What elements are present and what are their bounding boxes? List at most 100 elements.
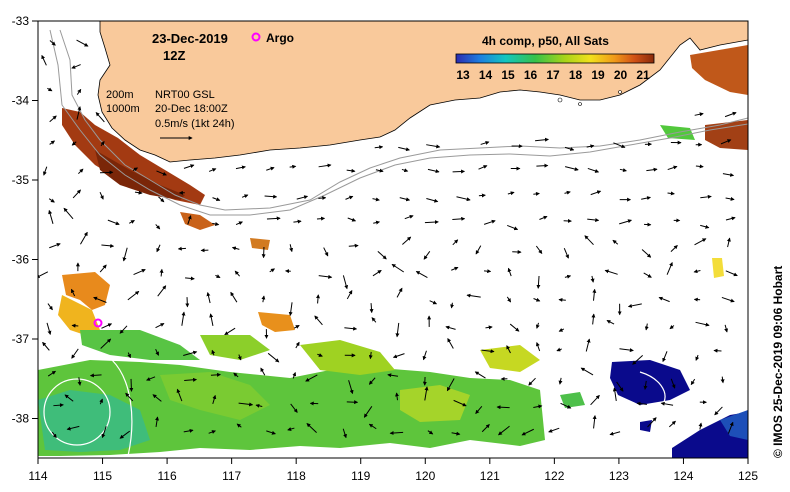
current-arrow bbox=[368, 377, 376, 385]
current-arrow bbox=[612, 387, 617, 402]
current-arrow bbox=[95, 112, 105, 123]
current-arrow bbox=[132, 167, 139, 172]
current-arrow bbox=[391, 263, 405, 273]
x-tick-label: 121 bbox=[480, 469, 500, 483]
current-arrow bbox=[51, 431, 57, 439]
colorbar-tick-label: 18 bbox=[569, 68, 583, 82]
current-arrow bbox=[215, 274, 221, 278]
current-arrow bbox=[100, 141, 105, 147]
current-arrow bbox=[451, 431, 461, 436]
current-arrow bbox=[156, 244, 161, 253]
current-arrow bbox=[658, 296, 670, 303]
current-arrow bbox=[43, 166, 48, 176]
current-arrow bbox=[71, 141, 77, 146]
current-arrow bbox=[565, 166, 579, 171]
current-arrow bbox=[235, 221, 243, 226]
depth-200-label: 200m bbox=[106, 89, 134, 101]
current-arrow bbox=[212, 222, 220, 226]
current-arrow bbox=[616, 381, 624, 392]
x-tick-label: 116 bbox=[158, 469, 177, 483]
current-arrow bbox=[157, 285, 167, 297]
current-arrow bbox=[667, 165, 678, 171]
current-arrow bbox=[209, 313, 214, 326]
current-arrow bbox=[480, 141, 490, 145]
current-arrow bbox=[646, 167, 658, 172]
current-arrow bbox=[42, 341, 50, 351]
current-arrow bbox=[176, 388, 183, 402]
current-arrow bbox=[666, 261, 673, 275]
current-arrow bbox=[700, 194, 712, 199]
colorbar-tick-label: 16 bbox=[524, 68, 538, 82]
current-arrow bbox=[452, 239, 459, 246]
current-arrow bbox=[521, 428, 534, 436]
current-arrow bbox=[373, 220, 381, 225]
current-arrow bbox=[669, 325, 675, 330]
current-arrow bbox=[177, 246, 186, 251]
current-arrow bbox=[609, 431, 621, 436]
current-arrow bbox=[155, 416, 160, 428]
current-arrow bbox=[318, 274, 333, 279]
current-arrow bbox=[261, 295, 266, 303]
x-tick-label: 117 bbox=[222, 469, 241, 483]
current-arrow bbox=[725, 196, 735, 201]
current-arrow bbox=[264, 194, 278, 199]
colorbar-tick-label: 15 bbox=[501, 68, 515, 82]
current-arrow bbox=[619, 219, 632, 225]
current-arrow bbox=[156, 170, 167, 176]
colorbar-tick-label: 20 bbox=[614, 68, 628, 82]
current-arrow bbox=[71, 323, 79, 328]
current-arrow bbox=[535, 322, 540, 329]
current-arrow bbox=[231, 246, 240, 251]
current-arrow bbox=[426, 144, 441, 149]
current-arrow bbox=[53, 403, 64, 408]
bathymetry-contours bbox=[49, 29, 748, 216]
current-arrow bbox=[564, 190, 571, 195]
current-arrow bbox=[49, 140, 56, 145]
current-arrow bbox=[528, 377, 536, 386]
current-arrow bbox=[374, 145, 384, 150]
current-arrow bbox=[371, 317, 377, 323]
current-arrow bbox=[41, 54, 47, 66]
current-arrow bbox=[63, 207, 74, 220]
colorbar-tick-label: 14 bbox=[479, 68, 493, 82]
current-arrow bbox=[695, 354, 700, 361]
current-arrow bbox=[429, 300, 438, 305]
current-arrow bbox=[694, 112, 704, 117]
current-arrow bbox=[127, 290, 140, 301]
plot-frame bbox=[37, 20, 749, 459]
current-arrow bbox=[206, 292, 211, 304]
sst-colorbar: 4h comp, p50, All Sats 13 14 15 16 17 18 19 20 2… bbox=[455, 34, 655, 82]
current-arrow bbox=[238, 402, 254, 407]
current-arrow bbox=[306, 423, 317, 433]
current-arrow bbox=[236, 423, 242, 428]
current-arrow bbox=[377, 250, 387, 260]
current-arrow bbox=[119, 430, 131, 439]
current-arrow bbox=[693, 269, 701, 274]
x-tick-label: 123 bbox=[609, 469, 629, 483]
current-arrow bbox=[647, 417, 657, 428]
current-arrow bbox=[233, 372, 239, 378]
current-arrow bbox=[563, 247, 569, 259]
current-arrow bbox=[346, 168, 356, 173]
current-arrow bbox=[49, 115, 57, 123]
current-arrow bbox=[587, 218, 600, 223]
argo-legend: Argo bbox=[251, 31, 294, 45]
current-arrow bbox=[591, 313, 596, 325]
x-tick-label: 120 bbox=[415, 469, 435, 483]
current-arrow bbox=[700, 224, 710, 229]
current-arrow bbox=[317, 353, 323, 357]
x-tick-label: 118 bbox=[287, 469, 306, 483]
y-tick-label: -34 bbox=[12, 94, 30, 108]
current-arrow bbox=[155, 323, 165, 329]
current-arrow bbox=[641, 196, 651, 201]
current-arrow bbox=[632, 355, 643, 365]
current-arrow bbox=[158, 196, 165, 203]
current-arrow bbox=[77, 377, 82, 386]
x-tick-label: 124 bbox=[673, 469, 693, 483]
current-arrow bbox=[533, 191, 540, 196]
current-arrow bbox=[447, 337, 454, 349]
current-arrow bbox=[456, 196, 471, 202]
current-arrow bbox=[466, 293, 481, 298]
current-arrow bbox=[725, 270, 738, 277]
current-arrow bbox=[255, 403, 263, 408]
